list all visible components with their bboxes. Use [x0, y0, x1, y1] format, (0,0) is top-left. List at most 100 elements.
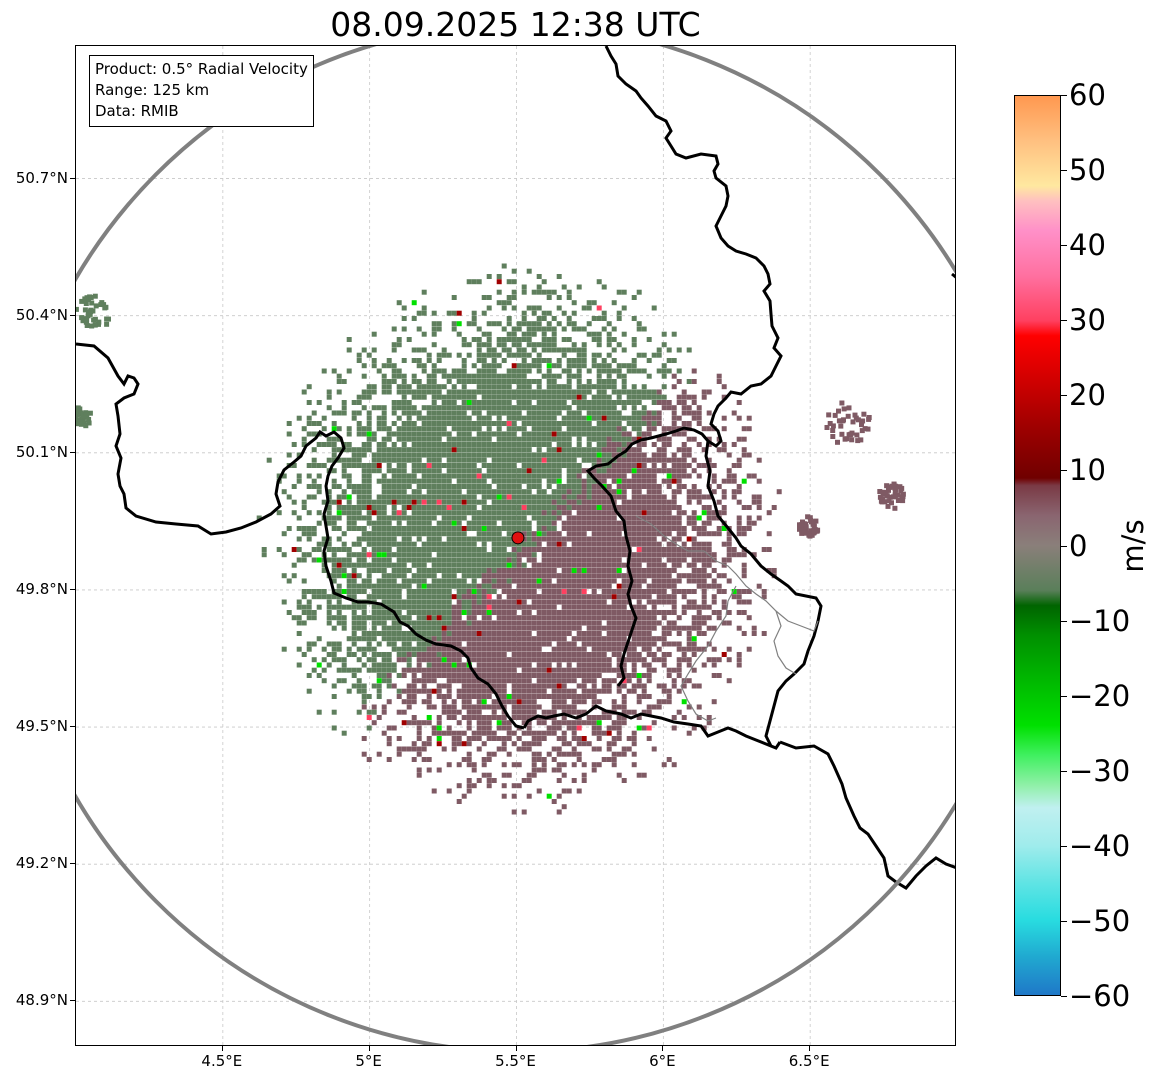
- velocity-pixel: [466, 547, 472, 552]
- velocity-pixel: [456, 426, 462, 432]
- velocity-pixel: [636, 641, 642, 647]
- velocity-pixel: [421, 436, 427, 442]
- velocity-pixel: [706, 410, 712, 416]
- velocity-pixel: [551, 337, 557, 342]
- velocity-pixel: [546, 410, 552, 416]
- velocity-pixel: [541, 709, 547, 715]
- velocity-pixel: [451, 321, 457, 327]
- velocity-pixel: [541, 347, 547, 353]
- velocity-pixel: [521, 394, 527, 400]
- velocity-pixel: [591, 358, 597, 363]
- velocity-pixel: [406, 547, 412, 552]
- velocity-pixel: [736, 415, 742, 421]
- velocity-pixel: [446, 662, 452, 668]
- velocity-pixel: [471, 557, 477, 563]
- velocity-pixel: [716, 484, 722, 489]
- velocity-pixel: [476, 667, 482, 673]
- velocity-pixel: [596, 373, 602, 379]
- velocity-pixel: [391, 667, 397, 673]
- velocity-pixel: [571, 557, 577, 563]
- velocity-pixel: [541, 499, 547, 505]
- velocity-pixel: [556, 295, 562, 300]
- velocity-pixel: [436, 442, 442, 447]
- velocity-pixel: [491, 499, 497, 505]
- velocity-pixel: [556, 657, 562, 663]
- velocity-pixel: [451, 436, 457, 442]
- velocity-pixel: [481, 436, 487, 442]
- velocity-pixel: [586, 694, 592, 699]
- velocity-pixel: [311, 431, 317, 437]
- velocity-pixel: [536, 452, 542, 458]
- velocity-pixel: [511, 457, 517, 463]
- velocity-pixel: [511, 562, 517, 568]
- velocity-pixel: [596, 426, 602, 432]
- velocity-pixel: [616, 531, 622, 537]
- velocity-pixel: [421, 494, 427, 500]
- velocity-pixel: [476, 730, 482, 736]
- velocity-pixel: [466, 778, 472, 783]
- velocity-pixel: [501, 515, 507, 521]
- velocity-pixel: [471, 573, 477, 579]
- velocity-pixel: [611, 646, 617, 652]
- velocity-pixel: [641, 604, 647, 610]
- velocity-pixel: [701, 589, 707, 594]
- velocity-pixel: [431, 379, 437, 384]
- velocity-pixel: [666, 673, 672, 678]
- velocity-pixel: [381, 505, 387, 510]
- velocity-pixel: [496, 715, 502, 720]
- velocity-pixel: [471, 541, 477, 547]
- velocity-pixel: [626, 641, 632, 647]
- velocity-pixel: [591, 678, 597, 684]
- velocity-pixel: [361, 578, 367, 584]
- velocity-pixel: [436, 599, 442, 605]
- velocity-pixel: [616, 316, 622, 321]
- velocity-pixel: [426, 415, 432, 421]
- velocity-pixel: [351, 463, 357, 468]
- velocity-pixel: [636, 683, 642, 689]
- velocity-pixel: [586, 573, 592, 579]
- velocity-pixel: [586, 436, 592, 442]
- velocity-pixel: [286, 610, 292, 615]
- velocity-pixel: [626, 421, 632, 426]
- velocity-pixel: [451, 662, 457, 668]
- velocity-pixel: [506, 452, 512, 458]
- velocity-pixel: [671, 547, 677, 552]
- velocity-pixel: [506, 657, 512, 663]
- velocity-pixel: [466, 505, 472, 510]
- velocity-pixel: [571, 615, 577, 621]
- velocity-pixel: [556, 725, 562, 731]
- velocity-pixel: [631, 363, 637, 369]
- velocity-pixel: [561, 547, 567, 552]
- velocity-pixel: [616, 468, 622, 474]
- velocity-pixel: [511, 331, 517, 337]
- velocity-pixel: [431, 478, 437, 484]
- velocity-pixel: [496, 704, 502, 710]
- velocity-pixel: [501, 499, 507, 505]
- velocity-pixel: [606, 457, 612, 463]
- velocity-pixel: [561, 683, 567, 689]
- velocity-pixel: [331, 641, 337, 647]
- velocity-pixel: [526, 536, 532, 542]
- velocity-pixel: [346, 520, 352, 526]
- velocity-pixel: [516, 442, 522, 447]
- velocity-pixel: [446, 573, 452, 579]
- velocity-pixel: [456, 415, 462, 421]
- velocity-pixel: [471, 316, 477, 321]
- velocity-pixel: [556, 594, 562, 600]
- velocity-pixel: [356, 499, 362, 505]
- velocity-pixel: [446, 709, 452, 715]
- velocity-pixel: [466, 620, 472, 626]
- velocity-pixel: [626, 442, 632, 447]
- velocity-pixel: [721, 489, 727, 495]
- velocity-pixel: [426, 520, 432, 526]
- velocity-pixel: [571, 678, 577, 684]
- velocity-pixel: [521, 331, 527, 337]
- velocity-pixel: [546, 631, 552, 636]
- velocity-pixel: [636, 636, 642, 642]
- velocity-pixel: [381, 589, 387, 594]
- velocity-pixel: [616, 415, 622, 421]
- velocity-pixel: [656, 552, 662, 558]
- velocity-pixel: [521, 683, 527, 689]
- velocity-pixel: [481, 547, 487, 552]
- velocity-pixel: [341, 463, 347, 468]
